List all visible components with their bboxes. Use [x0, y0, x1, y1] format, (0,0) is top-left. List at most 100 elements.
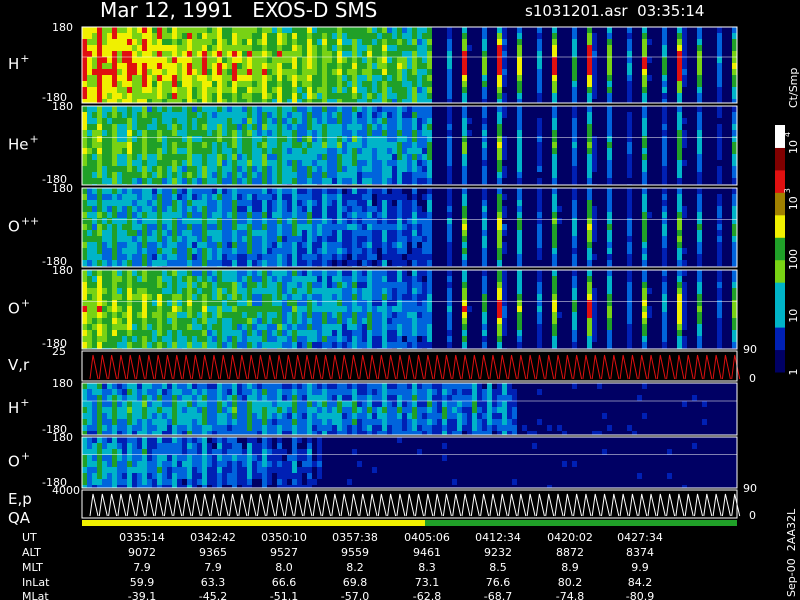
- heat-cell: [377, 188, 382, 194]
- heat-cell: [442, 106, 447, 112]
- heat-cell: [572, 230, 577, 236]
- heat-cell: [422, 248, 427, 254]
- heat-cell: [107, 160, 112, 166]
- heat-cell: [527, 130, 532, 136]
- heat-cell: [422, 172, 427, 178]
- heat-cell: [467, 93, 472, 99]
- heat-cell: [182, 33, 187, 39]
- heat-cell: [692, 118, 697, 124]
- heat-cell: [587, 118, 592, 124]
- heat-cell: [617, 112, 622, 118]
- heat-cell: [117, 248, 122, 254]
- heat-cell: [242, 99, 247, 103]
- heat-cell: [212, 63, 217, 69]
- heat-cell: [112, 160, 117, 166]
- heat-cell: [412, 172, 417, 178]
- heat-cell: [692, 27, 697, 33]
- heat-cell: [182, 160, 187, 166]
- heat-cell: [407, 124, 412, 130]
- heat-cell: [217, 224, 222, 230]
- heat-cell: [477, 142, 482, 148]
- heat-cell: [102, 160, 107, 166]
- heat-cell: [267, 69, 272, 75]
- heat-cell: [552, 154, 557, 160]
- heat-cell: [477, 118, 482, 124]
- heat-cell: [682, 57, 687, 63]
- heat-cell: [597, 39, 602, 45]
- heat-cell: [442, 230, 447, 236]
- heat-cell: [147, 194, 152, 200]
- heat-cell: [107, 166, 112, 172]
- heat-cell: [612, 166, 617, 172]
- heat-cell: [122, 172, 127, 178]
- heat-cell: [437, 93, 442, 99]
- heat-cell: [557, 218, 562, 224]
- heat-cell: [387, 93, 392, 99]
- heat-cell: [477, 236, 482, 242]
- heat-cell: [697, 87, 702, 93]
- heat-cell: [562, 148, 567, 154]
- heat-cell: [527, 206, 532, 212]
- heat-cell: [187, 106, 192, 112]
- heat-cell: [257, 136, 262, 142]
- heat-cell: [617, 99, 622, 103]
- heat-cell: [167, 87, 172, 93]
- heat-cell: [302, 124, 307, 130]
- heat-cell: [572, 148, 577, 154]
- heat-cell: [372, 218, 377, 224]
- heat-cell: [367, 136, 372, 142]
- heat-cell: [222, 81, 227, 87]
- heat-cell: [112, 172, 117, 178]
- heat-cell: [647, 172, 652, 178]
- heat-cell: [572, 194, 577, 200]
- heat-cell: [517, 248, 522, 254]
- heat-cell: [432, 224, 437, 230]
- heat-cell: [542, 212, 547, 218]
- heat-cell: [162, 154, 167, 160]
- heat-cell: [582, 218, 587, 224]
- heat-cell: [452, 188, 457, 194]
- heat-cell: [437, 75, 442, 81]
- heat-cell: [627, 178, 632, 184]
- heat-cell: [577, 63, 582, 69]
- heat-cell: [557, 154, 562, 160]
- heat-cell: [242, 93, 247, 99]
- heat-cell: [237, 99, 242, 103]
- heat-cell: [327, 87, 332, 93]
- heat-cell: [652, 45, 657, 51]
- heat-cell: [332, 130, 337, 136]
- heat-cell: [417, 63, 422, 69]
- heat-cell: [492, 188, 497, 194]
- heat-cell: [382, 154, 387, 160]
- heat-cell: [687, 178, 692, 184]
- heat-cell: [612, 57, 617, 63]
- heat-cell: [87, 178, 92, 184]
- heat-cell: [522, 212, 527, 218]
- heat-cell: [607, 45, 612, 51]
- heat-cell: [427, 51, 432, 57]
- heat-cell: [232, 57, 237, 63]
- heat-cell: [97, 212, 102, 218]
- heat-cell: [177, 106, 182, 112]
- heat-cell: [147, 236, 152, 242]
- heat-cell: [87, 63, 92, 69]
- heat-cell: [277, 230, 282, 236]
- heat-cell: [597, 81, 602, 87]
- heat-cell: [687, 27, 692, 33]
- heat-cell: [632, 148, 637, 154]
- heat-cell: [107, 81, 112, 87]
- heat-cell: [92, 254, 97, 260]
- heat-cell: [577, 166, 582, 172]
- heat-cell: [217, 57, 222, 63]
- heat-cell: [277, 224, 282, 230]
- heat-cell: [382, 166, 387, 172]
- heat-cell: [567, 172, 572, 178]
- heat-cell: [252, 39, 257, 45]
- heat-cell: [327, 118, 332, 124]
- heat-cell: [252, 136, 257, 142]
- heat-cell: [472, 63, 477, 69]
- heat-cell: [122, 254, 127, 260]
- heat-cell: [552, 51, 557, 57]
- heat-cell: [512, 39, 517, 45]
- heat-cell: [207, 148, 212, 154]
